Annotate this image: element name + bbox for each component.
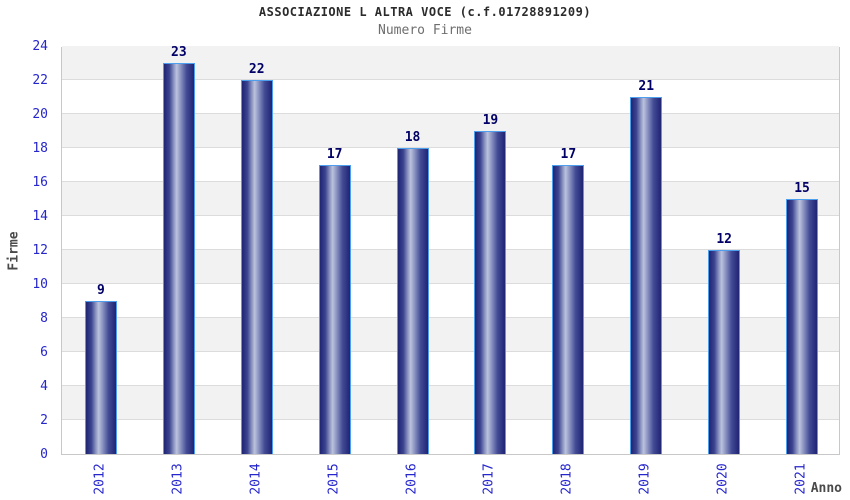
y-tick-label: 22 [32,73,48,88]
bar-value-label: 17 [326,147,343,162]
bar-2019 [630,97,663,454]
x-tick-label: 2021 [793,463,809,495]
y-tick-label: 24 [32,39,48,54]
x-tick-label: 2012 [92,463,108,495]
gridline [62,283,839,284]
x-tick-label: 2013 [170,463,186,495]
bar-2012 [84,301,117,454]
y-tick-label: 0 [40,447,48,462]
bar-value-label: 12 [716,232,732,247]
bar-2015 [318,165,351,454]
y-tick-label: 14 [32,209,48,224]
gridline [62,317,839,318]
x-tick-label: 2016 [404,463,420,495]
y-tick-label: 10 [32,277,48,292]
gridline [62,79,839,80]
y-tick-label: 8 [40,311,48,326]
gridline [62,113,839,114]
y-tick-label: 6 [40,345,48,360]
x-tick-label: 2015 [326,463,342,495]
chart-title: ASSOCIAZIONE L ALTRA VOCE (c.f.017288912… [258,5,592,19]
bar-2016 [396,148,429,454]
bar-2013 [162,63,195,454]
y-tick-label: 2 [40,413,48,428]
gridline [62,249,839,250]
gridline [62,419,839,420]
bar-value-label: 9 [97,283,105,298]
bar-2017 [474,131,507,454]
bar-2020 [708,250,741,454]
x-tick-label: 2018 [559,463,575,495]
bar-value-label: 21 [638,79,655,94]
x-tick-label: 2019 [637,463,653,495]
bar-value-label: 19 [482,113,499,128]
y-tick-label: 20 [32,107,48,122]
gridline [62,147,839,148]
bar-value-label: 22 [248,62,265,77]
x-tick-label: 2017 [481,463,497,495]
y-tick-label: 18 [32,141,48,156]
gridline [62,215,839,216]
gridline [62,181,839,182]
x-tick-label: 2020 [715,463,731,495]
bar-2018 [552,165,585,454]
bar-value-label: 23 [171,45,187,60]
plot-area: 9 23 22 17 18 19 17 21 12 15 [61,45,840,455]
y-tick-label: 12 [32,243,48,258]
bar-value-label: 15 [794,181,810,196]
y-tick-label: 16 [32,175,48,190]
chart-subtitle: Numero Firme [378,23,472,38]
x-axis-label: Anno [810,481,842,496]
bar-value-label: 18 [404,130,421,145]
bar-2014 [240,80,273,454]
gridline [62,385,839,386]
gridline [62,351,839,352]
x-tick-label: 2014 [248,463,264,495]
y-tick-label: 4 [40,379,48,394]
bar-value-label: 17 [560,147,577,162]
bar-2021 [786,199,819,454]
